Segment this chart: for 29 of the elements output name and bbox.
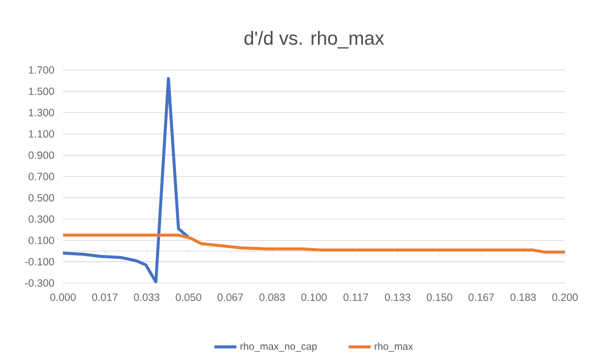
x-tick-label: 0.100	[301, 294, 327, 301]
line-series	[63, 77, 190, 283]
y-tick-label: -0.300	[25, 279, 54, 287]
y-tick-label: 0.500	[28, 194, 54, 202]
y-tick-label: 1.300	[28, 108, 54, 116]
x-tick-label: 0.117	[343, 294, 368, 301]
x-tick-label: 0.000	[50, 294, 76, 301]
x-tick-label: 0.150	[426, 294, 452, 301]
x-tick-label: 0.033	[134, 294, 160, 301]
x-tick-label: 0.133	[384, 294, 410, 301]
legend-label: rho_max	[374, 342, 413, 352]
x-tick-label: 0.017	[92, 294, 118, 301]
y-tick-label: 1.500	[28, 88, 54, 96]
y-tick-label: 0.700	[28, 172, 54, 180]
x-tick-label: 0.083	[259, 294, 285, 301]
y-tick-label: 0.900	[28, 151, 54, 159]
x-tick-label: 0.167	[468, 294, 494, 301]
x-tick-label: 0.050	[176, 294, 202, 301]
x-tick-label: 0.200	[552, 294, 578, 301]
line-series	[63, 234, 565, 254]
legend-label: rho_max_no_cap	[240, 342, 317, 352]
y-tick-label: 0.100	[28, 236, 54, 244]
y-tick-label: 1.700	[28, 66, 54, 74]
y-tick-label: 1.100	[28, 130, 54, 138]
y-tick-label: 0.300	[28, 215, 54, 223]
x-tick-label: 0.067	[218, 294, 243, 301]
x-tick-label: 0.183	[510, 294, 536, 301]
chart-title: d'/d vs. rho_max	[244, 30, 384, 48]
y-tick-label: -0.100	[25, 258, 54, 266]
